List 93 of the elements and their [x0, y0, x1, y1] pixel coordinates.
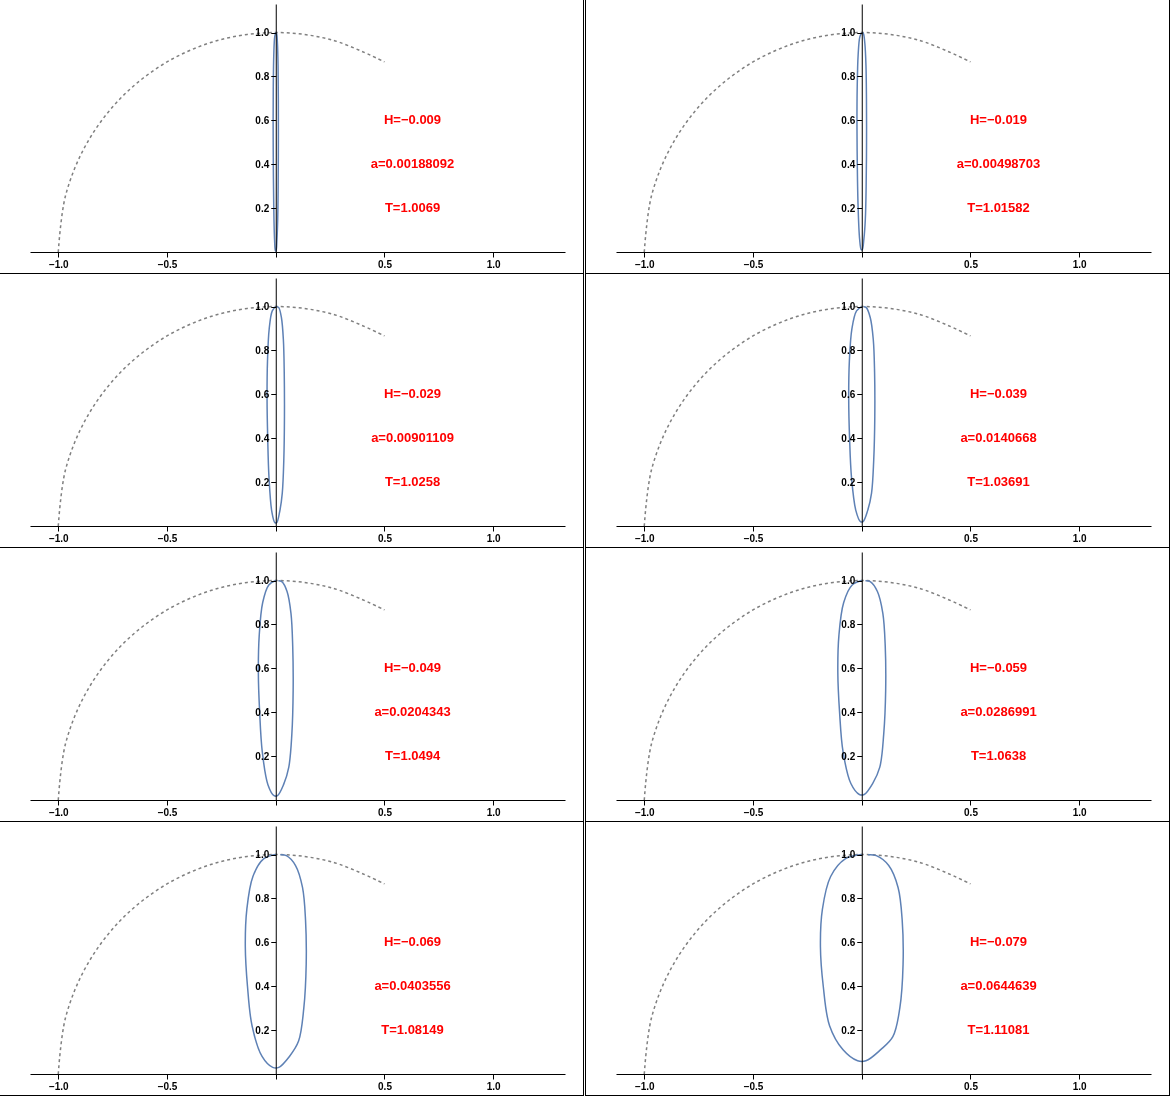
x-tick-label: 1.0: [1072, 258, 1088, 270]
y-tick-label: 0.4: [255, 158, 270, 170]
annotation: a=0.0644639: [960, 978, 1037, 994]
y-tick-label: 0.8: [841, 70, 856, 82]
annotation: T=1.0258: [384, 474, 441, 490]
annotation: a=0.0204343: [374, 704, 451, 720]
x-tick-label: 0.5: [378, 1080, 393, 1092]
annotation: a=0.00188092: [370, 156, 455, 172]
annotation: T=1.11081: [967, 1022, 1030, 1038]
x-tick-label: 1.0: [486, 806, 502, 818]
annotation: H=−0.039: [969, 386, 1028, 402]
x-tick-label: 0.5: [964, 806, 979, 818]
annotation: a=0.0140668: [960, 430, 1037, 446]
y-tick-label: 0.6: [841, 662, 856, 674]
x-tick-label: −1.0: [634, 1080, 656, 1092]
y-tick-label: 0.2: [255, 750, 270, 762]
annotation: H=−0.059: [969, 660, 1028, 676]
x-tick-label: −1.0: [48, 806, 70, 818]
x-tick-label: −1.0: [48, 1080, 70, 1092]
x-tick-label: −1.0: [48, 258, 70, 270]
annotation: a=0.0403556: [374, 978, 451, 994]
y-tick-label: 0.8: [841, 344, 856, 356]
y-tick-label: 1.0: [841, 849, 856, 861]
x-tick-label: 1.0: [1072, 806, 1088, 818]
y-tick-label: 0.4: [841, 158, 856, 170]
y-tick-label: 0.8: [255, 892, 270, 904]
x-tick-label: −0.5: [743, 258, 764, 270]
annotation: H=−0.009: [383, 112, 442, 128]
y-tick-label: 0.8: [255, 70, 270, 82]
y-tick-label: 1.0: [841, 27, 856, 39]
annotation: H=−0.069: [383, 934, 442, 950]
x-tick-label: −1.0: [634, 258, 656, 270]
x-tick-label: 1.0: [1072, 1080, 1088, 1092]
y-tick-label: 0.8: [841, 618, 856, 630]
y-tick-label: 0.2: [841, 750, 856, 762]
annotation: a=0.0286991: [960, 704, 1037, 720]
x-tick-label: 1.0: [486, 532, 502, 544]
x-tick-label: −0.5: [743, 806, 764, 818]
annotation: H=−0.029: [383, 386, 442, 402]
x-tick-label: −0.5: [157, 1080, 178, 1092]
y-tick-label: 1.0: [255, 849, 270, 861]
y-tick-label: 0.6: [841, 936, 856, 948]
y-tick-label: 0.4: [255, 980, 270, 992]
y-tick-label: 1.0: [255, 301, 270, 313]
annotation: T=1.08149: [381, 1022, 444, 1038]
annotation: T=1.03691: [967, 474, 1030, 490]
y-tick-label: 0.4: [841, 980, 856, 992]
y-tick-label: 0.8: [841, 892, 856, 904]
y-tick-label: 0.4: [841, 706, 856, 718]
x-tick-label: 0.5: [964, 258, 979, 270]
x-tick-label: −0.5: [743, 532, 764, 544]
y-tick-label: 0.2: [841, 202, 856, 214]
x-tick-label: 0.5: [964, 1080, 979, 1092]
annotation: a=0.00901109: [371, 430, 454, 446]
annotation: H=−0.079: [969, 934, 1028, 950]
x-tick-label: 0.5: [378, 258, 393, 270]
y-tick-label: 0.6: [255, 388, 270, 400]
x-tick-label: −0.5: [743, 1080, 764, 1092]
x-tick-label: 1.0: [486, 1080, 502, 1092]
annotation: T=1.01582: [967, 200, 1030, 216]
y-tick-label: 0.6: [841, 114, 856, 126]
y-tick-label: 1.0: [841, 301, 856, 313]
y-tick-label: 0.2: [841, 1024, 856, 1036]
annotation: T=1.0494: [384, 748, 441, 764]
y-tick-label: 0.8: [255, 344, 270, 356]
y-tick-label: 0.6: [255, 114, 270, 126]
y-tick-label: 1.0: [255, 575, 270, 587]
y-tick-label: 1.0: [841, 575, 856, 587]
y-tick-label: 0.2: [255, 1024, 270, 1036]
annotation: H=−0.049: [383, 660, 442, 676]
annotation: H=−0.019: [969, 112, 1028, 128]
x-tick-label: 1.0: [486, 258, 502, 270]
line-series: [272, 31, 280, 252]
x-tick-label: −0.5: [157, 258, 178, 270]
line-series: [856, 31, 868, 251]
x-tick-label: −0.5: [157, 532, 178, 544]
x-tick-label: −1.0: [634, 806, 656, 818]
x-tick-label: 0.5: [378, 806, 393, 818]
x-tick-label: −1.0: [48, 532, 70, 544]
y-tick-label: 0.8: [255, 618, 270, 630]
y-tick-label: 1.0: [255, 27, 270, 39]
x-tick-label: −0.5: [157, 806, 178, 818]
x-tick-label: 1.0: [1072, 532, 1088, 544]
annotation: T=1.0638: [970, 748, 1027, 764]
y-tick-label: 0.2: [255, 476, 270, 488]
annotation: a=0.00498703: [956, 156, 1041, 172]
y-tick-label: 0.6: [255, 936, 270, 948]
x-tick-label: 0.5: [378, 532, 393, 544]
y-tick-label: 0.2: [841, 476, 856, 488]
x-tick-label: −1.0: [634, 532, 656, 544]
y-tick-label: 0.2: [255, 202, 270, 214]
annotation: T=1.0069: [384, 200, 441, 216]
x-tick-label: 0.5: [964, 532, 979, 544]
